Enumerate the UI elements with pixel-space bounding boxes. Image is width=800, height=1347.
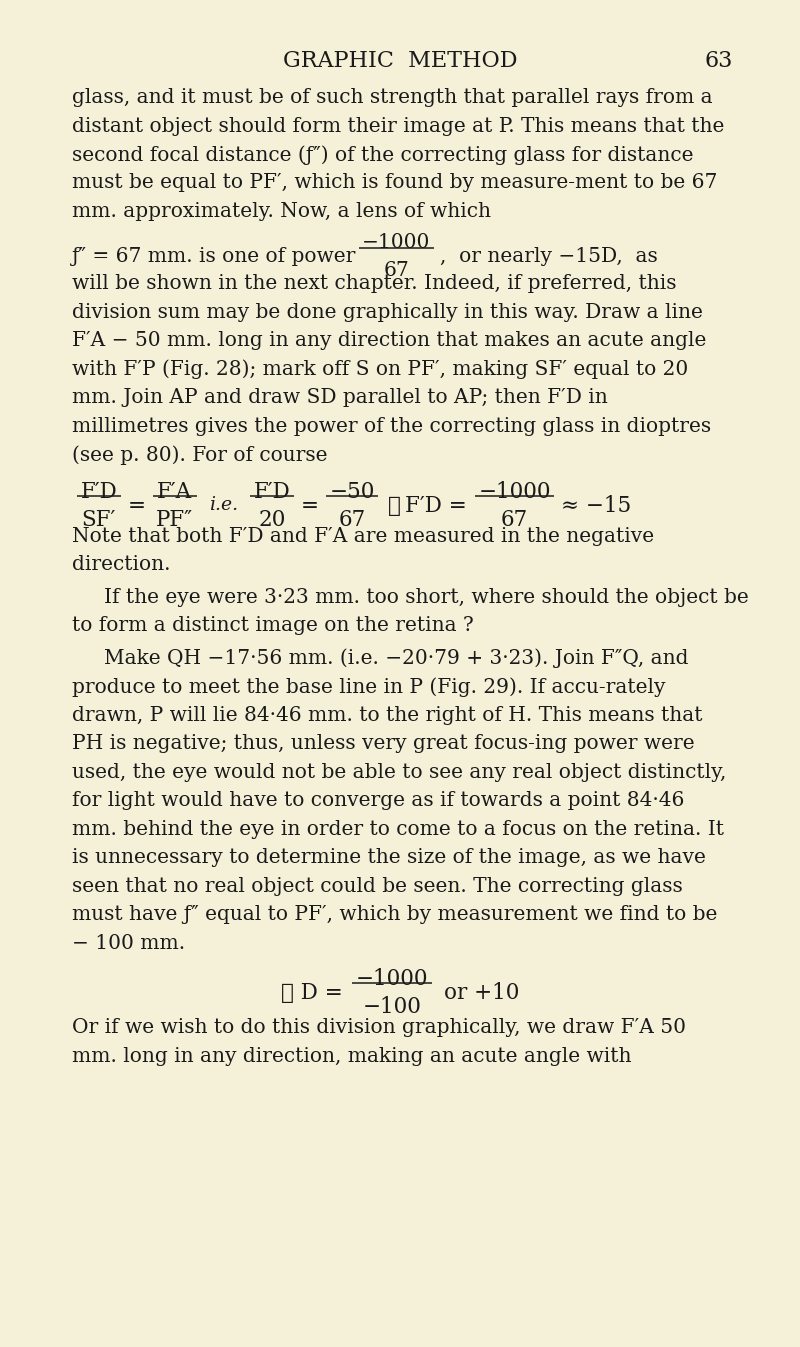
Text: ,  or nearly −15D,  as: , or nearly −15D, as [440,247,658,265]
Text: used, the eye would not be able to see any real object distinctly,: used, the eye would not be able to see a… [72,762,726,781]
Text: ƒ″ = 67 mm. is one of power: ƒ″ = 67 mm. is one of power [72,247,356,265]
Text: −100: −100 [362,995,422,1018]
Text: with F′P (Fig. 28); mark off S on PF′, making SF′ equal to 20: with F′P (Fig. 28); mark off S on PF′, m… [72,360,688,380]
Text: Make QH −17·56 mm. (i.e. −20·79 + 3·23). Join F″Q, and: Make QH −17·56 mm. (i.e. −20·79 + 3·23).… [104,648,689,668]
Text: F′A − 50 mm. long in any direction that makes an acute angle: F′A − 50 mm. long in any direction that … [72,331,706,350]
Text: SF′: SF′ [82,509,116,531]
Text: −50: −50 [330,481,374,502]
Text: 67: 67 [383,260,410,279]
Text: mm. behind the eye in order to come to a focus on the retina. It: mm. behind the eye in order to come to a… [72,819,724,839]
Text: must be equal to PF′, which is found by measure-ment to be 67: must be equal to PF′, which is found by … [72,174,718,193]
Text: F′D: F′D [254,481,290,502]
Text: −1000: −1000 [478,481,551,502]
Text: 63: 63 [705,50,733,71]
Text: mm. approximately. Now, a lens of which: mm. approximately. Now, a lens of which [72,202,491,221]
Text: division sum may be done graphically in this way. Draw a line: division sum may be done graphically in … [72,303,703,322]
Text: for light would have to converge as if towards a point 84·46: for light would have to converge as if t… [72,791,684,810]
Text: − 100 mm.: − 100 mm. [72,933,185,952]
Text: seen that no real object could be seen. The correcting glass: seen that no real object could be seen. … [72,877,682,896]
Text: ∴ D =: ∴ D = [281,982,342,1004]
Text: 67: 67 [338,509,366,531]
Text: ≈ −15: ≈ −15 [562,494,632,516]
Text: i.e.: i.e. [209,496,238,513]
Text: glass, and it must be of such strength that parallel rays from a: glass, and it must be of such strength t… [72,88,713,106]
Text: 20: 20 [258,509,286,531]
Text: mm. Join AP and draw SD parallel to AP; then F′D in: mm. Join AP and draw SD parallel to AP; … [72,388,608,407]
Text: (see p. 80). For of course: (see p. 80). For of course [72,445,327,465]
Text: direction.: direction. [72,555,170,574]
Text: F′D: F′D [81,481,118,502]
Text: =: = [128,494,146,516]
Text: If the eye were 3·23 mm. too short, where should the object be: If the eye were 3·23 mm. too short, wher… [104,587,749,606]
Text: F′A: F′A [158,481,192,502]
Text: mm. long in any direction, making an acute angle with: mm. long in any direction, making an acu… [72,1047,631,1065]
Text: PH is negative; thus, unless very great focus-ing power were: PH is negative; thus, unless very great … [72,734,694,753]
Text: −1000: −1000 [362,233,430,252]
Text: is unnecessary to determine the size of the image, as we have: is unnecessary to determine the size of … [72,849,706,867]
Text: second focal distance (ƒ″) of the correcting glass for distance: second focal distance (ƒ″) of the correc… [72,145,694,164]
Text: will be shown in the next chapter. Indeed, if preferred, this: will be shown in the next chapter. Indee… [72,273,677,294]
Text: distant object should form their image at P. This means that the: distant object should form their image a… [72,116,724,136]
Text: produce to meet the base line in P (Fig. 29). If accu-rately: produce to meet the base line in P (Fig.… [72,678,666,696]
Text: ∴ F′D =: ∴ F′D = [388,494,467,516]
Text: Note that both F′D and F′A are measured in the negative: Note that both F′D and F′A are measured … [72,527,654,546]
Text: drawn, P will lie 84·46 mm. to the right of H. This means that: drawn, P will lie 84·46 mm. to the right… [72,706,702,725]
Text: to form a distinct image on the retina ?: to form a distinct image on the retina ? [72,616,474,634]
Text: must have ƒ″ equal to PF′, which by measurement we find to be: must have ƒ″ equal to PF′, which by meas… [72,905,718,924]
Text: GRAPHIC  METHOD: GRAPHIC METHOD [282,50,518,71]
Text: or +10: or +10 [444,982,519,1004]
Text: Or if we wish to do this division graphically, we draw F′A 50: Or if we wish to do this division graphi… [72,1018,686,1037]
Text: 67: 67 [501,509,528,531]
Text: −1000: −1000 [356,968,429,990]
Text: millimetres gives the power of the correcting glass in dioptres: millimetres gives the power of the corre… [72,416,711,435]
Text: =: = [301,494,318,516]
Text: PF″: PF″ [156,509,194,531]
